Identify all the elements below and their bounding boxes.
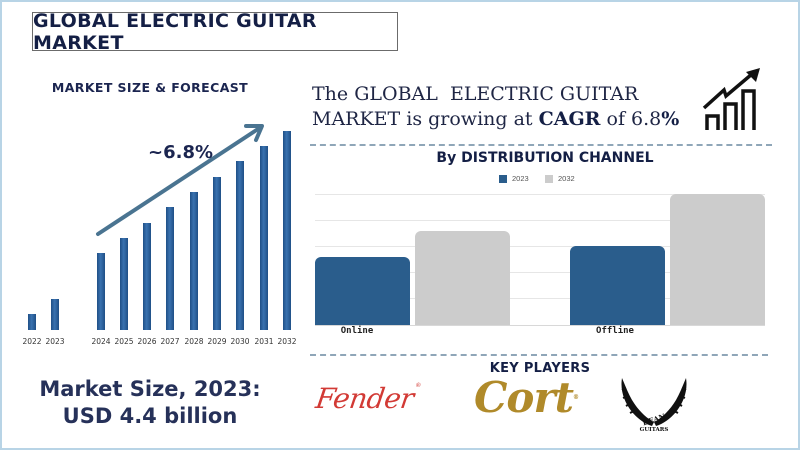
bar-offline-2023 — [570, 246, 665, 325]
market-size-value: USD 4.4 billion — [62, 404, 238, 428]
bar-online-2023 — [315, 257, 410, 325]
forecast-year-label: 2022 — [22, 337, 42, 346]
title-banner: GLOBAL ELECTRIC GUITAR MARKET — [32, 9, 398, 54]
gridline — [315, 272, 765, 273]
forecast-year-label: 2024 — [91, 337, 111, 346]
bar-offline-2032 — [670, 194, 765, 325]
forecast-bar-2022 — [28, 314, 36, 330]
forecast-bar-2027 — [166, 207, 174, 330]
headline-cagr: CAGR — [538, 108, 601, 130]
cagr-headline: The GLOBAL ELECTRIC GUITAR MARKET is gro… — [312, 82, 679, 132]
headline-line2-mid: of 6.8 — [600, 108, 662, 130]
headline-percent: % — [661, 108, 680, 130]
market-size-text: Market Size, 2023: USD 4.4 billion — [0, 376, 300, 430]
cort-logo-text: Cort — [474, 373, 574, 422]
key-players-title: KEY PLAYERS — [489, 361, 591, 376]
forecast-year-label: 2030 — [230, 337, 250, 346]
legend-label-2023: 2023 — [512, 174, 529, 183]
dean-guitars-label: GUITARS — [639, 427, 669, 433]
divider-bottom — [310, 354, 768, 356]
legend-label-2032: 2032 — [558, 174, 575, 183]
forecast-year-label: 2028 — [184, 337, 204, 346]
legend-item-2032: 2032 — [545, 174, 575, 183]
gridline — [315, 246, 765, 247]
forecast-year-label: 2026 — [137, 337, 157, 346]
forecast-year-label: 2023 — [45, 337, 65, 346]
forecast-bar-2032 — [283, 131, 291, 330]
forecast-year-label: 2025 — [114, 337, 134, 346]
forecast-chart-title: MARKET SIZE & FORECAST — [51, 80, 249, 95]
divider-top — [310, 144, 772, 146]
forecast-bar-2030 — [236, 161, 244, 330]
legend-swatch-2032 — [545, 174, 553, 183]
forecast-bar-2023 — [51, 299, 59, 330]
legend-item-2023: 2023 — [499, 174, 529, 183]
forecast-bar-2029 — [213, 177, 221, 330]
forecast-bar-2031 — [260, 146, 268, 330]
forecast-year-label: 2029 — [207, 337, 227, 346]
market-size-label: Market Size, 2023: — [39, 377, 261, 401]
forecast-year-label: 2032 — [277, 337, 297, 346]
forecast-bar-2024 — [97, 253, 105, 330]
baseline — [315, 325, 765, 326]
cort-logo: Cort® — [474, 373, 579, 422]
gridline — [315, 298, 765, 299]
headline-line2-pre: MARKET is growing at — [312, 108, 539, 130]
legend-swatch-2023 — [499, 174, 507, 183]
category-label-online: Online — [340, 326, 374, 336]
cagr-annotation: ~6.8% — [148, 142, 214, 163]
fender-logo-text: Fender — [313, 382, 416, 415]
forecast-year-label: 2027 — [160, 337, 180, 346]
trend-arrow-icon — [96, 124, 264, 236]
category-label-offline: Offline — [596, 326, 634, 336]
distribution-chart-title: By DISTRIBUTION CHANNEL — [436, 150, 654, 166]
growth-chart-icon — [702, 68, 760, 130]
forecast-bar-2026 — [143, 223, 151, 330]
forecast-bar-2028 — [190, 192, 198, 330]
gridline — [315, 220, 765, 221]
bar-online-2032 — [415, 231, 510, 325]
headline-line1: The GLOBAL ELECTRIC GUITAR — [312, 83, 639, 105]
dean-text-svg: DEAN — [641, 411, 666, 427]
forecast-bar-2025 — [120, 238, 128, 330]
dean-wings-logo-icon: DEAN — [621, 378, 687, 427]
fender-logo: Fender® — [313, 382, 422, 415]
forecast-year-label: 2031 — [254, 337, 274, 346]
gridline — [315, 194, 765, 195]
page-title: GLOBAL ELECTRIC GUITAR MARKET — [33, 9, 317, 54]
